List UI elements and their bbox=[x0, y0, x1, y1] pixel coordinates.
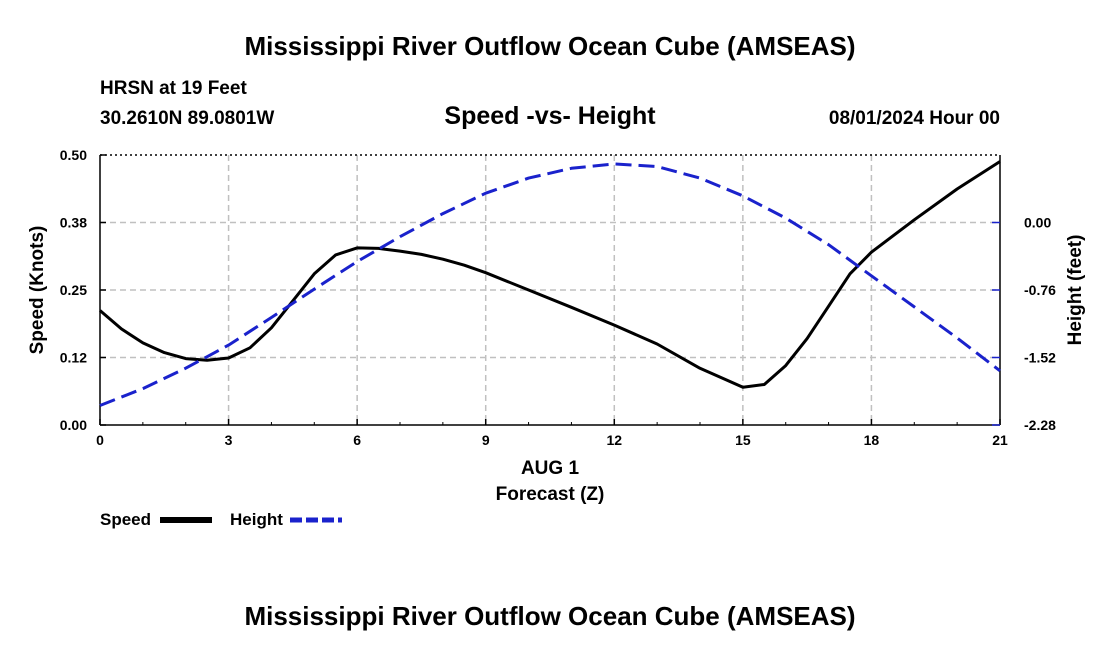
x-tick-label: 18 bbox=[864, 432, 880, 448]
y-left-tick-label: 0.25 bbox=[60, 282, 87, 298]
tick-labels: 0 3 6 9 12 15 18 21 0.00 0.12 0.25 0.38 0.50 -2.28 -1.… bbox=[60, 147, 1056, 448]
series-lines bbox=[99, 160, 1001, 407]
x-tick-label: 0 bbox=[96, 432, 104, 448]
x-tick-label: 6 bbox=[353, 432, 361, 448]
speed-series-line bbox=[99, 160, 1001, 389]
x-axis-date-label: AUG 1 bbox=[521, 458, 580, 479]
y-left-tick-label: 0.12 bbox=[60, 350, 87, 366]
y-right-tick-label: -1.52 bbox=[1024, 350, 1056, 366]
coordinates-label: 30.2610N 89.0801W bbox=[100, 108, 274, 129]
y-right-tick-label: 0.00 bbox=[1024, 215, 1051, 231]
x-tick-label: 12 bbox=[606, 432, 622, 448]
legend-height-label: Height bbox=[230, 510, 283, 529]
x-axis-title: Forecast (Z) bbox=[496, 484, 605, 505]
x-tick-label: 3 bbox=[225, 432, 233, 448]
station-label: HRSN at 19 Feet bbox=[100, 78, 247, 99]
y-left-tick-label: 0.00 bbox=[60, 417, 87, 433]
y-left-tick-label: 0.50 bbox=[60, 147, 87, 163]
x-tick-label: 15 bbox=[735, 432, 751, 448]
legend-speed-label: Speed bbox=[100, 510, 151, 529]
x-tick-label: 9 bbox=[482, 432, 490, 448]
axes bbox=[99, 154, 1001, 426]
footer-title: Mississippi River Outflow Ocean Cube (AM… bbox=[244, 601, 855, 631]
chart-main-title: Mississippi River Outflow Ocean Cube (AM… bbox=[244, 31, 855, 61]
legend: Speed Height bbox=[100, 510, 342, 529]
grid bbox=[100, 155, 1000, 425]
y-right-tick-label: -2.28 bbox=[1024, 417, 1056, 433]
x-tick-label: 21 bbox=[992, 432, 1008, 448]
y-axis-right-title: Height (feet) bbox=[1065, 235, 1086, 346]
y-axis-left-title: Speed (Knots) bbox=[27, 226, 48, 355]
height-series-line bbox=[99, 162, 1001, 407]
y-right-tick-label: -0.76 bbox=[1024, 282, 1056, 298]
plot-title: Speed -vs- Height bbox=[444, 102, 656, 130]
y-left-tick-label: 0.38 bbox=[60, 215, 87, 231]
datetime-label: 08/01/2024 Hour 00 bbox=[829, 108, 1000, 129]
